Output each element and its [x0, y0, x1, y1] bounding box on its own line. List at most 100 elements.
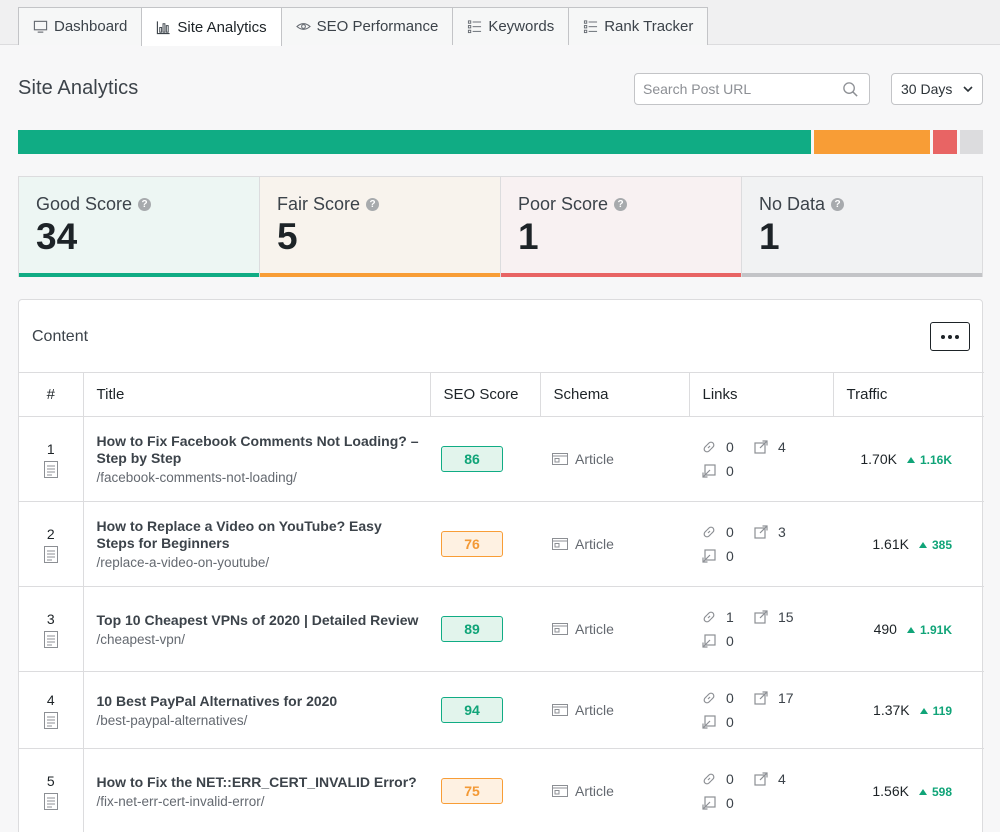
external-links-count: 15	[778, 609, 794, 625]
help-icon[interactable]: ?	[366, 198, 380, 211]
tab-label: SEO Performance	[316, 18, 439, 35]
schema-cell: Article	[540, 671, 689, 749]
tab-site-analytics[interactable]: Site Analytics	[141, 7, 282, 46]
list-icon	[468, 20, 482, 34]
traffic-cell: 1.61K 385	[833, 501, 984, 587]
traffic-value: 1.61K	[872, 536, 909, 552]
page-title: Site Analytics	[18, 77, 139, 99]
trend-up-icon	[906, 627, 915, 633]
post-title-link[interactable]: Top 10 Cheapest VPNs of 2020 | Detailed …	[96, 611, 419, 628]
traffic-value: 490	[873, 621, 897, 637]
monitor-icon	[33, 20, 48, 33]
tab-rank-tracker[interactable]: Rank Tracker	[568, 7, 709, 45]
column-header-schema[interactable]: Schema	[540, 372, 690, 417]
row-number: 5	[46, 772, 55, 789]
row-number-cell: 2	[19, 501, 84, 587]
schema-card-icon	[552, 623, 568, 635]
schema-card-icon	[552, 538, 568, 550]
column-header-links[interactable]: Links	[689, 372, 834, 417]
traffic-cell: 1.70K 1.16K	[833, 416, 984, 502]
column-header-seo-score[interactable]: SEO Score	[430, 372, 541, 417]
seo-score-cell: 94	[430, 671, 540, 749]
schema-cell: Article	[540, 748, 689, 832]
card-label: Poor Score	[518, 194, 609, 214]
more-options-button[interactable]	[930, 322, 970, 351]
post-title-link[interactable]: 10 Best PayPal Alternatives for 2020	[96, 692, 338, 709]
traffic-change: 1.91K	[906, 623, 952, 637]
search-box	[634, 73, 870, 105]
table-row[interactable]: 2 How to Replace a Video on YouTube? Eas…	[19, 501, 984, 587]
incoming-link-icon	[702, 549, 716, 563]
traffic-cell: 1.37K 119	[833, 671, 984, 749]
column-header-number[interactable]: #	[19, 372, 84, 417]
incoming-link-icon	[702, 796, 716, 810]
panel-title: Content	[32, 328, 89, 345]
links-cell: 0 4 0	[689, 416, 833, 502]
external-links-count: 4	[778, 439, 786, 455]
trend-up-icon	[918, 542, 927, 548]
row-number-cell: 1	[19, 416, 84, 502]
external-links-count: 3	[778, 524, 786, 540]
post-title-link[interactable]: How to Replace a Video on YouTube? Easy …	[96, 518, 382, 551]
title-cell: How to Fix Facebook Comments Not Loading…	[83, 416, 430, 502]
content-table: # Title SEO Score Schema Links Traffic 1…	[19, 372, 984, 832]
post-title-link[interactable]: How to Fix Facebook Comments Not Loading…	[96, 433, 419, 466]
external-link-icon	[754, 525, 768, 539]
tab-seo-performance[interactable]: SEO Performance	[280, 7, 454, 45]
period-selected-value: 30 Days	[901, 81, 953, 97]
traffic-value: 1.56K	[872, 783, 909, 799]
schema-type: Article	[575, 702, 614, 718]
card-accent-line	[19, 273, 259, 277]
help-icon[interactable]: ?	[614, 198, 628, 211]
traffic-change: 119	[919, 704, 952, 718]
table-row[interactable]: 1 How to Fix Facebook Comments Not Loadi…	[19, 416, 984, 502]
row-number-cell: 5	[19, 748, 84, 832]
internal-links-count: 1	[726, 609, 734, 625]
schema-cell: Article	[540, 586, 689, 672]
tab-keywords[interactable]: Keywords	[452, 7, 570, 45]
seo-score-badge: 75	[441, 778, 503, 804]
internal-links-count: 0	[726, 524, 734, 540]
tab-label: Keywords	[488, 18, 555, 35]
incoming-links-count: 0	[726, 548, 734, 564]
traffic-change: 385	[918, 538, 952, 552]
table-row[interactable]: 3 Top 10 Cheapest VPNs of 2020 | Detaile…	[19, 586, 984, 672]
incoming-links-count: 0	[726, 795, 734, 811]
document-icon	[43, 545, 58, 563]
score-distribution-bar	[18, 130, 983, 154]
internal-link-icon	[703, 692, 715, 704]
table-row[interactable]: 5 How to Fix the NET::ERR_CERT_INVALID E…	[19, 748, 984, 832]
seo-score-badge: 89	[441, 616, 503, 642]
external-links-count: 17	[778, 690, 794, 706]
column-header-traffic[interactable]: Traffic	[833, 372, 984, 417]
schema-type: Article	[575, 536, 614, 552]
links-cell: 0 4 0	[689, 748, 833, 832]
post-url: /cheapest-vpn/	[96, 631, 186, 647]
tab-dashboard[interactable]: Dashboard	[18, 7, 143, 45]
seo-score-cell: 76	[430, 501, 540, 587]
traffic-change-value: 385	[931, 538, 952, 552]
table-row[interactable]: 4 10 Best PayPal Alternatives for 2020 /…	[19, 671, 984, 749]
row-number: 3	[46, 610, 55, 627]
search-input[interactable]	[643, 81, 833, 97]
eye-icon	[295, 23, 311, 30]
period-select[interactable]: 30 Days	[891, 73, 983, 105]
search-icon[interactable]	[842, 81, 859, 98]
row-number: 2	[46, 525, 55, 542]
document-icon	[43, 711, 58, 729]
seo-score-badge: 76	[441, 531, 503, 557]
help-icon[interactable]: ?	[831, 198, 845, 211]
document-icon	[43, 792, 58, 810]
tab-label: Rank Tracker	[604, 18, 694, 35]
external-link-icon	[754, 691, 768, 705]
post-title-link[interactable]: How to Fix the NET::ERR_CERT_INVALID Err…	[96, 773, 417, 790]
schema-card-icon	[552, 785, 568, 797]
help-icon[interactable]: ?	[138, 198, 152, 211]
card-accent-line	[742, 273, 982, 277]
row-number: 1	[46, 440, 55, 457]
content-panel: Content # Title SEO Score Schema Links T…	[18, 299, 984, 832]
schema-type: Article	[575, 621, 614, 637]
title-cell: How to Replace a Video on YouTube? Easy …	[83, 501, 430, 587]
column-header-title[interactable]: Title	[83, 372, 431, 417]
internal-link-icon	[703, 526, 715, 538]
